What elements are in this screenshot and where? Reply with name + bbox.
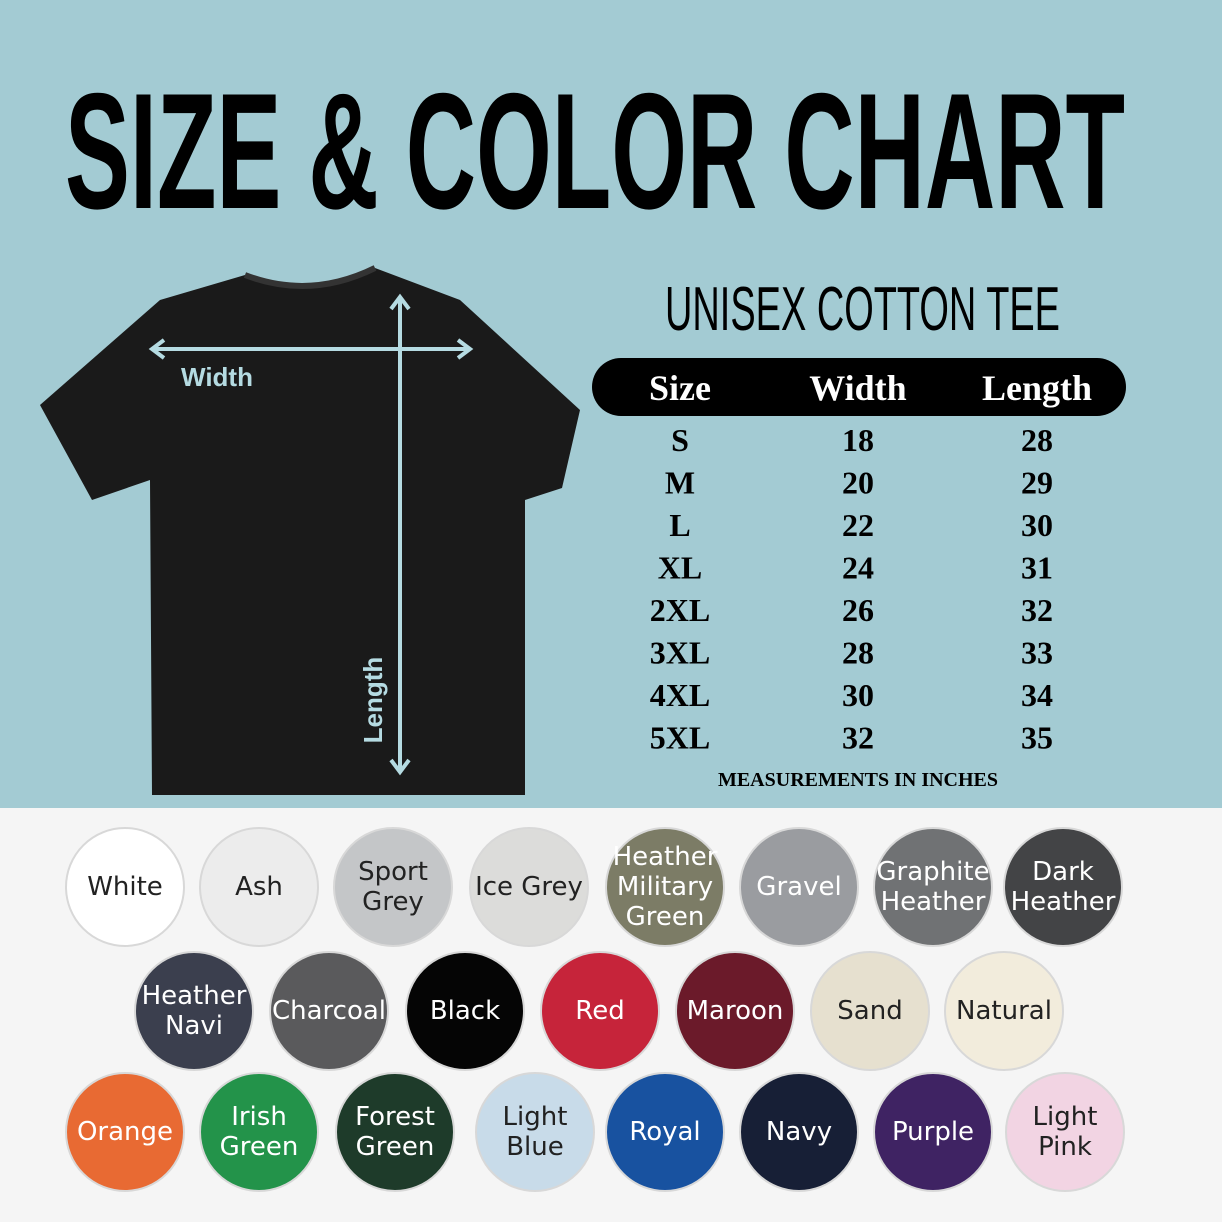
table-cell: 34	[1021, 677, 1053, 713]
color-swatch: Purple	[873, 1072, 993, 1192]
color-swatch: Ice Grey	[469, 827, 589, 947]
color-swatch: White	[65, 827, 185, 947]
color-name: Natural	[956, 996, 1052, 1026]
color-swatch: Light Blue	[475, 1072, 595, 1192]
color-name: Charcoal	[271, 996, 387, 1026]
table-cell: 2XL	[650, 592, 710, 628]
color-name: Irish Green	[219, 1102, 299, 1162]
color-swatch: Ash	[199, 827, 319, 947]
collar	[243, 265, 377, 289]
table-cell: 32	[842, 720, 874, 756]
color-name: Ice Grey	[475, 872, 583, 902]
color-swatch: Graphite Heather	[873, 827, 993, 947]
color-name: Navy	[765, 1117, 833, 1147]
table-cell: 28	[1021, 422, 1053, 458]
color-name: Royal	[629, 1117, 701, 1147]
table-cell: L	[669, 507, 690, 543]
table-cell: 32	[1021, 592, 1053, 628]
table-cell: M	[665, 465, 695, 501]
arrows	[148, 293, 474, 776]
table-cell: 22	[842, 507, 874, 543]
color-swatch: Light Pink	[1005, 1072, 1125, 1192]
color-name: Light Blue	[502, 1102, 568, 1162]
color-name: Maroon	[686, 996, 784, 1026]
table-header-bg	[592, 358, 1126, 416]
color-swatch: Red	[540, 951, 660, 1071]
color-name: Orange	[76, 1117, 174, 1147]
color-name: Light Pink	[1032, 1102, 1098, 1162]
color-swatch: Dark Heather	[1003, 827, 1123, 947]
color-swatch: Royal	[605, 1072, 725, 1192]
table-cell: 5XL	[650, 720, 710, 756]
title: SIZE & COLOR CHART	[65, 59, 1125, 243]
table-cell: 30	[1021, 507, 1053, 543]
color-swatch: Gravel	[739, 827, 859, 947]
color-swatch: Forest Green	[335, 1072, 455, 1192]
table-cell: 26	[842, 592, 874, 628]
table-cell: 18	[842, 422, 874, 458]
color-swatch: Heather Navi	[134, 951, 254, 1071]
color-swatch: Orange	[65, 1072, 185, 1192]
color-name: Gravel	[756, 872, 842, 902]
color-name: Ash	[235, 872, 283, 902]
table-cell: 3XL	[650, 635, 710, 671]
color-swatch: Sand	[810, 951, 930, 1071]
color-name: Dark Heather	[1010, 857, 1116, 917]
length-label: Length	[358, 657, 388, 744]
table-cell: 30	[842, 677, 874, 713]
width-label: Width	[181, 362, 253, 392]
table-cell: 24	[842, 550, 874, 586]
table-cell: 20	[842, 465, 874, 501]
color-name: Heather Navi	[141, 981, 247, 1041]
color-swatch: Heather Military Green	[605, 827, 725, 947]
color-swatch: Navy	[739, 1072, 859, 1192]
color-name: Sand	[837, 996, 903, 1026]
color-name: Graphite Heather	[876, 857, 990, 917]
table-cell: 29	[1021, 465, 1053, 501]
color-name: Sport Grey	[358, 857, 428, 917]
color-swatch: Irish Green	[199, 1072, 319, 1192]
table-cell: 33	[1021, 635, 1053, 671]
color-swatch: Sport Grey	[333, 827, 453, 947]
color-name: Red	[575, 996, 625, 1026]
color-swatch: Black	[405, 951, 525, 1071]
color-name: Forest Green	[355, 1102, 435, 1162]
table-cell: 35	[1021, 720, 1053, 756]
table-header-cell: Size	[649, 368, 711, 408]
table-note: MEASUREMENTS IN INCHES	[718, 769, 998, 791]
table: Size Width Length S 18 28 M 20 29 L 22 30 XL 24 31 2XL 2…	[649, 368, 1092, 756]
table-cell: S	[671, 422, 689, 458]
color-name: White	[87, 872, 163, 902]
color-swatch: Natural	[944, 951, 1064, 1071]
tshirt	[40, 268, 580, 795]
table-header-cell: Length	[982, 368, 1092, 408]
table-cell: 28	[842, 635, 874, 671]
table-title: UNISEX COTTON TEE	[665, 275, 1060, 344]
color-swatch: Maroon	[675, 951, 795, 1071]
table-cell: 4XL	[650, 677, 710, 713]
table-cell: 31	[1021, 550, 1053, 586]
table-header-cell: Width	[809, 368, 906, 408]
color-name: Heather Military Green	[612, 842, 718, 932]
color-swatch: Charcoal	[269, 951, 389, 1071]
color-name: Black	[429, 996, 501, 1026]
table-cell: XL	[658, 550, 702, 586]
color-name: Purple	[891, 1117, 975, 1147]
